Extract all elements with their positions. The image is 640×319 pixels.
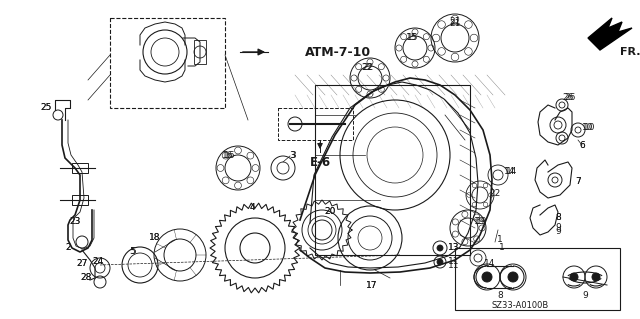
Text: 7: 7: [575, 177, 581, 187]
Text: 6: 6: [579, 140, 585, 150]
Text: 1: 1: [499, 243, 505, 253]
Text: 14: 14: [506, 167, 518, 176]
Text: 4: 4: [249, 204, 255, 212]
Text: ATM-7-10: ATM-7-10: [305, 46, 371, 58]
Text: 16: 16: [222, 151, 234, 160]
Circle shape: [592, 273, 600, 281]
Text: SZ33-A0100B: SZ33-A0100B: [492, 300, 548, 309]
Text: 20: 20: [324, 207, 336, 217]
Text: 18: 18: [149, 234, 161, 242]
Text: 28: 28: [80, 273, 92, 283]
Text: 3: 3: [289, 151, 295, 160]
Bar: [455, 248, 620, 310]
Text: FR.: FR.: [620, 47, 640, 57]
Text: 20: 20: [324, 207, 336, 217]
Text: 9: 9: [555, 224, 561, 233]
Text: 2: 2: [65, 243, 71, 253]
Text: 5: 5: [129, 248, 135, 256]
Text: 1: 1: [497, 235, 503, 244]
Polygon shape: [588, 18, 632, 50]
Text: 9: 9: [555, 227, 561, 236]
Bar: [72, 195, 88, 205]
Text: 21: 21: [449, 18, 461, 26]
Text: 19: 19: [476, 218, 488, 226]
Text: 27: 27: [76, 258, 88, 268]
Text: 6: 6: [579, 140, 585, 150]
Bar: [278, 108, 353, 140]
Text: 16: 16: [224, 151, 236, 160]
Circle shape: [482, 272, 492, 282]
Bar: [72, 163, 88, 173]
Text: 22: 22: [490, 189, 500, 197]
Text: 23: 23: [69, 218, 81, 226]
Text: 4: 4: [249, 204, 255, 212]
Text: 25: 25: [40, 103, 52, 113]
Text: 7: 7: [575, 177, 581, 187]
Text: 15: 15: [406, 33, 418, 41]
Circle shape: [508, 272, 518, 282]
Bar: [315, 85, 470, 255]
Text: 26: 26: [563, 93, 573, 102]
Text: 11: 11: [448, 261, 460, 270]
Text: 11: 11: [448, 257, 460, 266]
Text: 21: 21: [449, 19, 461, 28]
Text: 13: 13: [448, 243, 460, 253]
Text: 18: 18: [149, 234, 161, 242]
Text: 8: 8: [555, 213, 561, 222]
Text: E-6: E-6: [309, 157, 331, 169]
Text: 24: 24: [92, 257, 104, 266]
Circle shape: [570, 273, 578, 281]
Text: 19: 19: [474, 218, 486, 226]
Text: 8: 8: [497, 291, 503, 300]
Text: 28: 28: [80, 273, 92, 283]
Text: 9: 9: [582, 291, 588, 300]
Text: 17: 17: [366, 280, 378, 290]
Text: 13: 13: [448, 243, 460, 253]
Text: 2: 2: [65, 243, 71, 253]
Text: 24: 24: [92, 257, 104, 266]
Text: 3: 3: [290, 151, 296, 160]
Text: 15: 15: [407, 33, 419, 41]
Bar: [194, 40, 206, 64]
Text: 23: 23: [69, 218, 81, 226]
Text: 22: 22: [362, 63, 372, 72]
Text: 27: 27: [76, 258, 88, 268]
Text: 5: 5: [130, 248, 136, 256]
Text: 10: 10: [582, 123, 594, 132]
Text: 25: 25: [40, 103, 52, 113]
Text: 22: 22: [362, 63, 374, 72]
Bar: [110, 18, 225, 108]
Circle shape: [437, 259, 443, 265]
Text: 14: 14: [504, 167, 516, 176]
Circle shape: [437, 245, 443, 251]
Text: 17: 17: [366, 280, 378, 290]
Text: 14: 14: [484, 259, 496, 269]
Text: 8: 8: [555, 213, 561, 222]
Text: 26: 26: [564, 93, 576, 102]
Text: 10: 10: [584, 123, 596, 132]
